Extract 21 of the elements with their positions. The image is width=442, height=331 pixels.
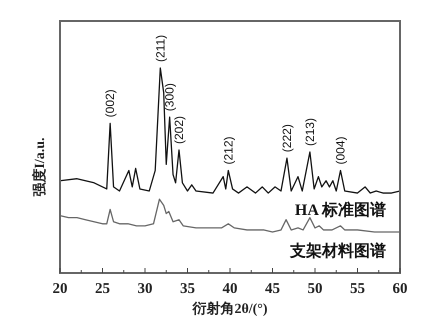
annotation: (202) [172,116,186,144]
x-tick-label: 40 [222,281,238,297]
x-tick-label: 35 [180,281,195,297]
annotation: (300) [162,83,177,112]
series-label: 支架材料图谱 [289,242,386,260]
annotation: (004) [334,136,348,164]
annotation: (211) [153,34,168,62]
y-axis-title: 强度I/a.u. [31,137,48,197]
series-label: HA 标准图谱 [294,201,386,219]
annotation: (222) [280,124,294,152]
annotation: (213) [302,118,317,146]
x-tick-label: 25 [95,281,110,297]
annotation: (212) [221,136,236,164]
x-axis-title: 衍射角2θ/(°) [191,301,268,317]
annotation: (002) [103,89,118,118]
x-tick-label: 20 [52,281,68,297]
x-tick-label: 50 [308,281,322,297]
x-tick-label: 30 [138,281,152,297]
x-tick-label: 60 [392,281,408,297]
x-tick-label: 55 [350,281,365,297]
x-tick-label: 45 [265,281,280,297]
